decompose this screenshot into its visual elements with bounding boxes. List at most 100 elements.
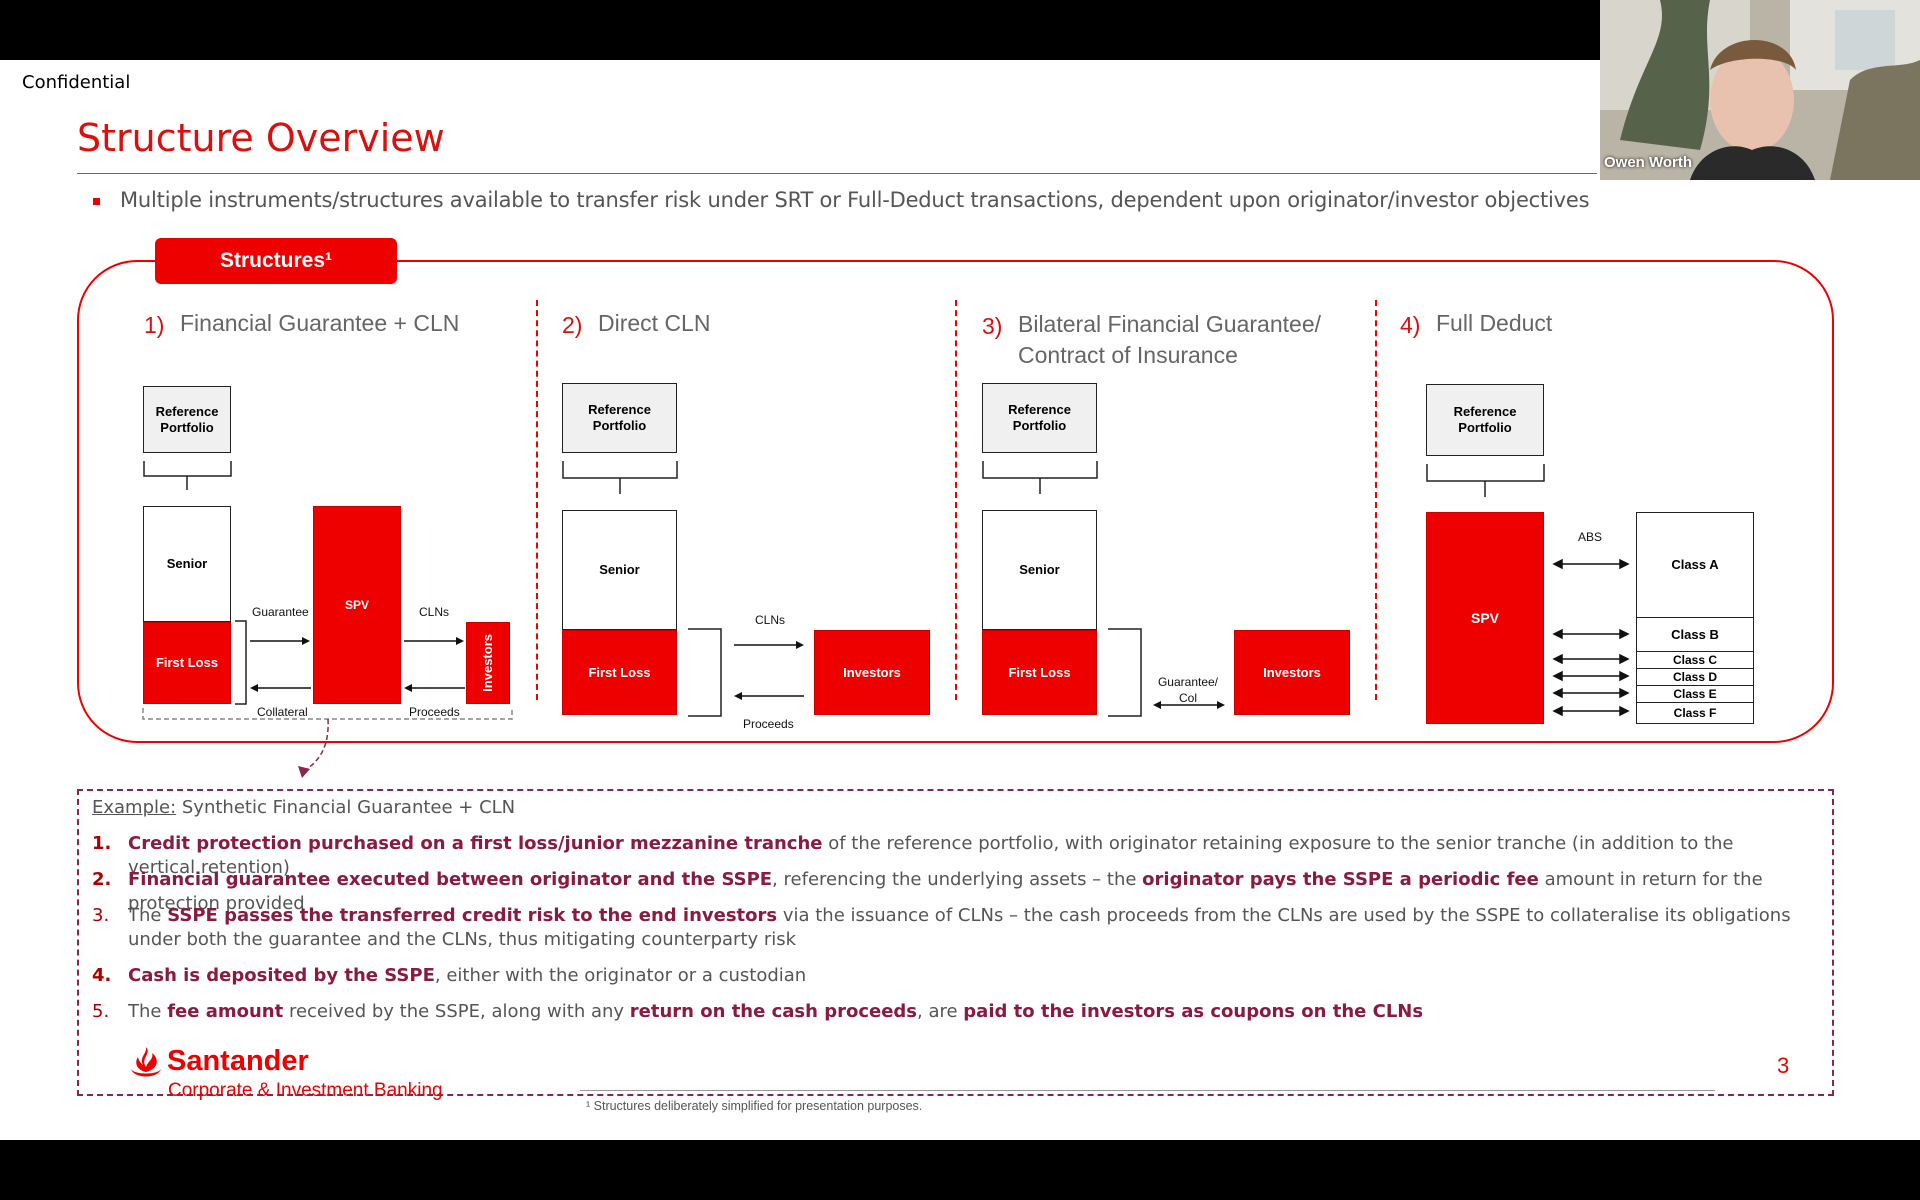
item-number: 5. xyxy=(92,1001,110,1022)
tranche-bracket xyxy=(688,628,722,717)
item-bold: Financial guarantee executed between ori… xyxy=(128,869,773,890)
investors-box: Investors xyxy=(814,630,930,715)
example-connector xyxy=(142,708,513,778)
item-number: 3. xyxy=(92,905,110,926)
class-b-box: Class B xyxy=(1636,617,1754,652)
item-text: The xyxy=(128,905,168,926)
portfolio-bracket xyxy=(562,461,678,494)
item-bold: return on the cash proceeds xyxy=(629,1001,918,1022)
arrow-right-icon xyxy=(250,637,310,645)
santander-subtitle: Corporate & Investment Banking xyxy=(168,1080,443,1101)
item-text: via the issuance of CLNs – the cash proc… xyxy=(128,905,1791,950)
example-box xyxy=(77,789,1834,1096)
participant-video[interactable] xyxy=(1600,0,1920,180)
item-bold: fee amount xyxy=(167,1001,284,1022)
arrow-right-icon xyxy=(404,637,464,645)
item-bold: originator pays the SSPE a periodic fee xyxy=(1142,869,1539,890)
structures-frame xyxy=(77,260,1834,743)
class-d-box: Class D xyxy=(1636,668,1754,686)
proceeds-label: Proceeds xyxy=(743,717,794,731)
item-text: The xyxy=(128,1001,168,1022)
example-item: 4. Cash is deposited by the SSPE, either… xyxy=(92,964,1792,988)
section-4-title: Full Deduct xyxy=(1436,310,1553,336)
section-3-title: Bilateral Financial Guarantee/ Contract … xyxy=(1018,311,1321,368)
section-1-title: Financial Guarantee + CLN xyxy=(180,310,460,336)
investors-box: Investors xyxy=(1234,630,1350,715)
section-3-number: 3) xyxy=(982,313,1003,339)
reference-portfolio-box: Reference Portfolio xyxy=(982,383,1097,453)
class-stack: Class A Class B Class C Class D Class E … xyxy=(1636,512,1754,724)
portfolio-bracket xyxy=(1426,464,1545,497)
item-text: of the reference portfolio, with origina… xyxy=(128,833,1734,878)
footnote: ¹ Structures deliberately simplified for… xyxy=(586,1099,923,1113)
arrow-left-icon xyxy=(404,684,465,692)
participant-name: Owen Worth xyxy=(1604,154,1693,171)
guarantee-col-label: Guarantee/ Col xyxy=(1157,675,1219,705)
item-bold: Cash is deposited by the SSPE xyxy=(128,965,435,986)
abs-label: ABS xyxy=(1578,530,1603,544)
collateral-label: Collateral xyxy=(257,705,308,719)
section-divider xyxy=(1375,300,1377,700)
santander-logo: Santander xyxy=(167,1045,309,1077)
item-text: , are xyxy=(917,1001,964,1022)
reference-portfolio-box: Reference Portfolio xyxy=(562,383,677,453)
page-number: 3 xyxy=(1777,1053,1790,1078)
double-arrow-icon xyxy=(1153,701,1225,709)
structures-tab: Structures¹ xyxy=(155,238,397,284)
item-text: , referencing the underlying assets – th… xyxy=(772,869,1143,890)
item-number: 2. xyxy=(92,869,112,890)
arrow-left-icon xyxy=(734,692,804,700)
first-loss-tranche: First Loss xyxy=(562,630,677,715)
example-heading: Example: Synthetic Financial Guarantee +… xyxy=(92,797,515,818)
clns-label: CLNs xyxy=(755,613,786,627)
arrow-right-icon xyxy=(734,641,804,649)
senior-tranche: Senior xyxy=(982,510,1097,630)
section-2-title: Direct CLN xyxy=(598,310,711,336)
section-4-number: 4) xyxy=(1400,312,1421,338)
section-2-number: 2) xyxy=(562,312,583,338)
section-1-number: 1) xyxy=(144,312,165,338)
class-a-box: Class A xyxy=(1636,512,1754,618)
arrow-left-icon xyxy=(250,684,311,692)
item-bold: Credit protection purchased on a first l… xyxy=(128,833,823,854)
page-title: Structure Overview xyxy=(77,116,445,160)
item-text: , either with the originator or a custod… xyxy=(434,965,807,986)
bullet-icon xyxy=(93,198,100,205)
abs-double-arrows xyxy=(1552,558,1630,717)
tranche-bracket xyxy=(1108,628,1142,717)
example-title: Synthetic Financial Guarantee + CLN xyxy=(176,797,516,818)
section-divider xyxy=(536,300,538,700)
example-item: 1. Credit protection purchased on a firs… xyxy=(92,832,1792,880)
confidential-label: Confidential xyxy=(22,72,131,93)
item-number: 4. xyxy=(92,965,112,986)
investors-box: Investors xyxy=(466,622,510,704)
reference-portfolio-box: Reference Portfolio xyxy=(1426,384,1544,456)
first-loss-tranche: First Loss xyxy=(982,630,1097,715)
senior-tranche: Senior xyxy=(562,510,677,630)
video-feed xyxy=(1600,0,1920,180)
investors-label: Investors xyxy=(480,634,495,692)
class-e-box: Class E xyxy=(1636,685,1754,703)
clns-label: CLNs xyxy=(419,605,450,619)
example-label: Example: xyxy=(92,797,177,818)
example-item: 2. Financial guarantee executed between … xyxy=(92,868,1792,916)
example-item: 3. The SSPE passes the transferred credi… xyxy=(92,904,1792,952)
portfolio-bracket xyxy=(982,461,1098,494)
santander-flame-icon xyxy=(131,1047,161,1077)
senior-tranche: Senior xyxy=(143,506,231,622)
spv-box: SPV xyxy=(313,506,401,704)
reference-portfolio-box: Reference Portfolio xyxy=(143,386,231,453)
guarantee-label: Guarantee xyxy=(252,605,309,619)
class-c-box: Class C xyxy=(1636,651,1754,669)
section-divider xyxy=(955,300,957,700)
title-divider xyxy=(77,173,1597,174)
example-item: 5. The fee amount received by the SSPE, … xyxy=(92,1000,1792,1024)
footnote-divider xyxy=(580,1090,1715,1091)
class-f-box: Class F xyxy=(1636,702,1754,724)
intro-bullet: Multiple instruments/structures availabl… xyxy=(120,188,1590,212)
item-bold: paid to the investors as coupons on the … xyxy=(963,1001,1424,1022)
item-bold: SSPE passes the transferred credit risk … xyxy=(167,905,778,926)
portfolio-bracket xyxy=(143,461,232,490)
tranche-bracket xyxy=(235,620,247,705)
item-text: amount in return for the protection prov… xyxy=(128,869,1763,914)
